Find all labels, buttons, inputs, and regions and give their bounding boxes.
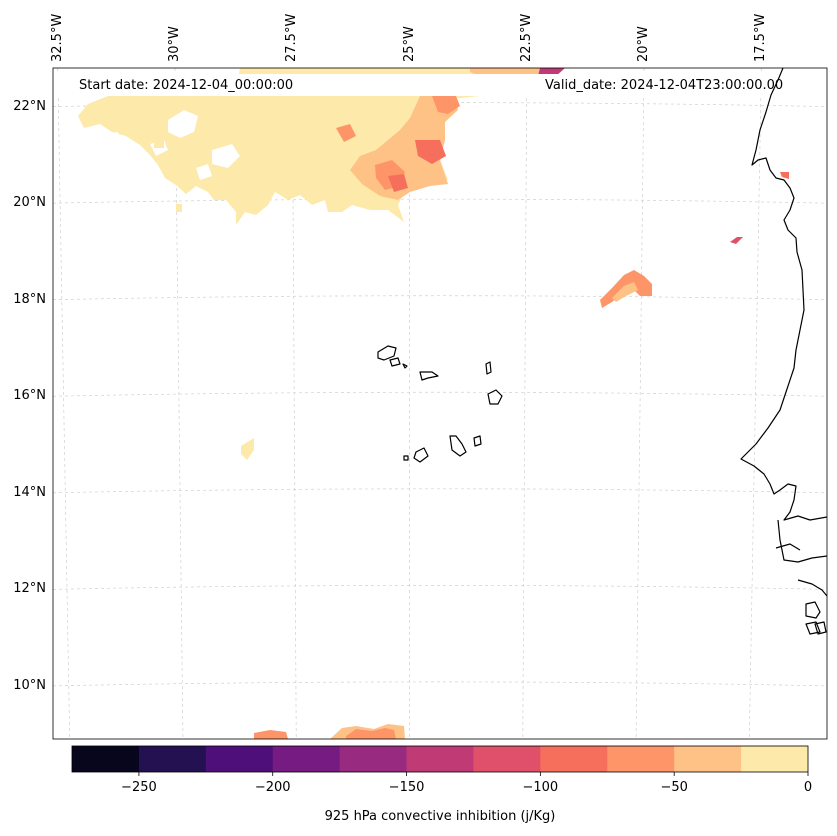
gridline-lat [53, 488, 827, 494]
cin-gap [168, 110, 198, 138]
cin-region-red-north [432, 96, 460, 114]
longitude-label: 17.5°W [753, 13, 769, 62]
cin-gap [212, 144, 240, 168]
cin-region-red-north [336, 124, 356, 142]
cin-region-south [346, 728, 396, 739]
gridline-lon [291, 68, 297, 739]
cin-field [78, 68, 789, 739]
gridline-lon [635, 68, 645, 739]
coastlines [377, 68, 827, 635]
island-santa-luzia [402, 363, 408, 369]
gridline-lat [53, 198, 827, 204]
coast-detail-senegambia [777, 519, 827, 563]
colorbar-frame [71, 745, 809, 773]
colorbar-title: 925 hPa convective inhibition (j/Kg) [324, 809, 556, 824]
cin-patch-coast [780, 172, 789, 179]
longitude-label: 20°W [636, 26, 652, 62]
cin-pixel [154, 140, 164, 148]
colorbar-tick-label: 0 [803, 780, 813, 795]
latitude-label: 18°N [13, 291, 46, 307]
cin-region-red-north [388, 174, 408, 192]
map-frame [52, 67, 828, 740]
longitude-label: 30°W [166, 26, 182, 62]
colorbar-bin [339, 746, 407, 772]
island-boa-vista [487, 389, 503, 405]
gridline-lon [174, 68, 184, 739]
cin-region-west-sahara-offshore [612, 282, 638, 302]
colorbar [71, 745, 809, 776]
island-fogo [413, 447, 429, 463]
longitude-label: 25°W [401, 26, 417, 62]
island-sal [485, 361, 492, 375]
island-santiago [449, 435, 467, 457]
start-date-label: Start date: 2024-12-04_00:00:00 [79, 78, 294, 93]
longitude-label: 32.5°W [49, 13, 65, 62]
latitude-label: 12°N [13, 581, 46, 597]
valid-date-label: Valid_date: 2024-12-04T23:00:00.00 [545, 78, 784, 93]
colorbar-tick-label: −100 [522, 780, 559, 795]
colorbar-bin [607, 746, 675, 772]
cin-gap [104, 132, 120, 148]
island-santo-antao [377, 345, 397, 361]
latitude-label: 22°N [13, 98, 46, 114]
latitude-label: 16°N [13, 388, 46, 404]
gridline-lon [522, 68, 528, 739]
cin-patch-coast [730, 237, 743, 244]
colorbar-tick-label: −50 [660, 780, 688, 795]
gridline-lon [748, 68, 762, 739]
coast-detail-islands [814, 621, 827, 635]
colorbar-bin [741, 746, 809, 772]
colorbar-bin [406, 746, 474, 772]
cin-pixel [176, 204, 182, 212]
gridline-lat [53, 585, 827, 590]
colorbar-tick-label: −200 [254, 780, 291, 795]
colorbar-bin [473, 746, 541, 772]
longitude-label: 27.5°W [284, 13, 300, 62]
colorbar-bin [138, 746, 207, 772]
coast-detail-islands [805, 621, 821, 635]
colorbar-bin [72, 746, 140, 772]
colorbar-tick-label: −250 [121, 780, 157, 795]
cin-region-red-north [415, 140, 446, 164]
africa-coastline [740, 68, 827, 521]
coast-detail-gulf [775, 543, 801, 551]
longitude-label: 22.5°W [518, 13, 534, 62]
island-sao-nicolau [419, 371, 439, 381]
gridline-lon [57, 68, 71, 739]
colorbar-bin [272, 746, 341, 772]
colorbar-ticks [138, 772, 809, 776]
annotation-strip [53, 74, 827, 96]
colorbar-bin [205, 746, 274, 772]
cin-patch-isolated [241, 438, 254, 460]
island-maio [473, 435, 482, 447]
gridline-lat [53, 295, 827, 301]
latitude-label: 20°N [13, 195, 46, 211]
coast-detail-islands [805, 601, 821, 619]
latitude-label: 10°N [13, 677, 46, 693]
latitude-label: 14°N [13, 484, 46, 500]
coast-detail-guinea-bissau [797, 579, 827, 597]
colorbar-bin [674, 746, 742, 772]
island-brava [403, 455, 409, 461]
map-content [53, 68, 827, 739]
colorbar-bin [540, 746, 608, 772]
cin-region-south [254, 730, 288, 739]
island-sao-vicente [389, 357, 401, 367]
gridline-lat [53, 681, 827, 687]
gridline-lat [53, 391, 827, 397]
cin-gap [196, 164, 212, 180]
colorbar-bins [72, 746, 809, 772]
colorbar-tick-label: −150 [388, 780, 425, 795]
